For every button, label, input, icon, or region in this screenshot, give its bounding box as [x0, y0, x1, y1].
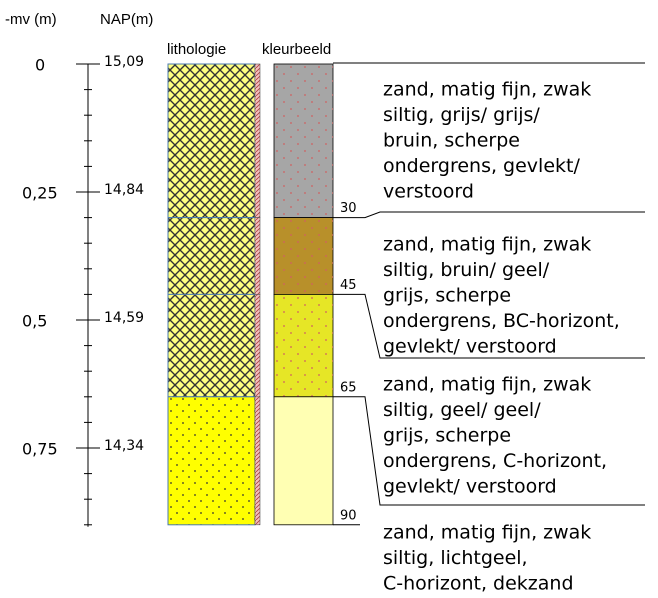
layer-description: zand, matig fijn, zwak [383, 79, 591, 101]
depth-boundary-label: 65 [340, 380, 357, 395]
lithology-layer [167, 396, 256, 526]
depth-tick-label: 0 [35, 56, 45, 75]
lithology-strip [254, 294, 261, 398]
nap-header: NAP(m) [100, 11, 153, 28]
color-dots [274, 294, 333, 397]
depth-boundary-label: 30 [340, 201, 357, 216]
color-header: kleurbeeld [262, 41, 331, 58]
lithology-strip [254, 217, 261, 295]
layer-description: grijs, scherpe [383, 425, 511, 447]
depth-tick-label: 0,75 [22, 440, 58, 459]
nap-label: 15,09 [104, 54, 144, 70]
layer-description: verstoord [383, 181, 474, 203]
nap-label: 14,84 [104, 182, 144, 198]
layer-description: zand, matig fijn, zwak [383, 374, 591, 396]
depth-boundary-label: 90 [340, 508, 357, 523]
depth-tick-label: 0,25 [22, 184, 58, 203]
layer-description: zand, matig fijn, zwak [383, 522, 591, 544]
lithology-layer [167, 293, 256, 398]
lithology-layer [167, 63, 256, 219]
layer-description: siltig, bruin/ geel/ [383, 259, 550, 281]
layer-description: grijs, scherpe [383, 285, 511, 307]
color-layer [273, 396, 334, 526]
nap-label: 14,34 [104, 438, 144, 454]
layer-description: gevlekt/ verstoord [383, 476, 557, 498]
leader-line [333, 211, 645, 219]
leader-line [333, 293, 645, 359]
layer-description: ondergrens, gevlekt/ [383, 155, 580, 177]
layer-description: zand, matig fijn, zwak [383, 234, 591, 256]
layer-description: gevlekt/ verstoord [383, 336, 557, 358]
lithology-strip [254, 63, 261, 218]
layer-description: C-horizont, dekzand [383, 573, 574, 595]
depth-boundary-label: 45 [340, 278, 357, 293]
layer-description: ondergrens, C-horizont, [383, 450, 607, 472]
layer-description: bruin, scherpe [383, 130, 520, 152]
layer-description: siltig, lichtgeel, [383, 547, 528, 569]
depth-header: -mv (m) [5, 11, 57, 28]
leader-line [333, 396, 645, 506]
color-dots [274, 64, 333, 218]
nap-label: 14,59 [104, 310, 144, 326]
lithology-header: lithologie [167, 41, 226, 58]
lithology-layer [167, 217, 256, 295]
layer-description: ondergrens, BC-horizont, [383, 310, 620, 332]
depth-tick-label: 0,5 [22, 312, 47, 331]
color-dots [274, 217, 333, 295]
layer-description: siltig, geel/ geel/ [383, 399, 541, 421]
layer-description: siltig, grijs/ grijs/ [383, 104, 540, 126]
lithology-strip [254, 396, 261, 526]
